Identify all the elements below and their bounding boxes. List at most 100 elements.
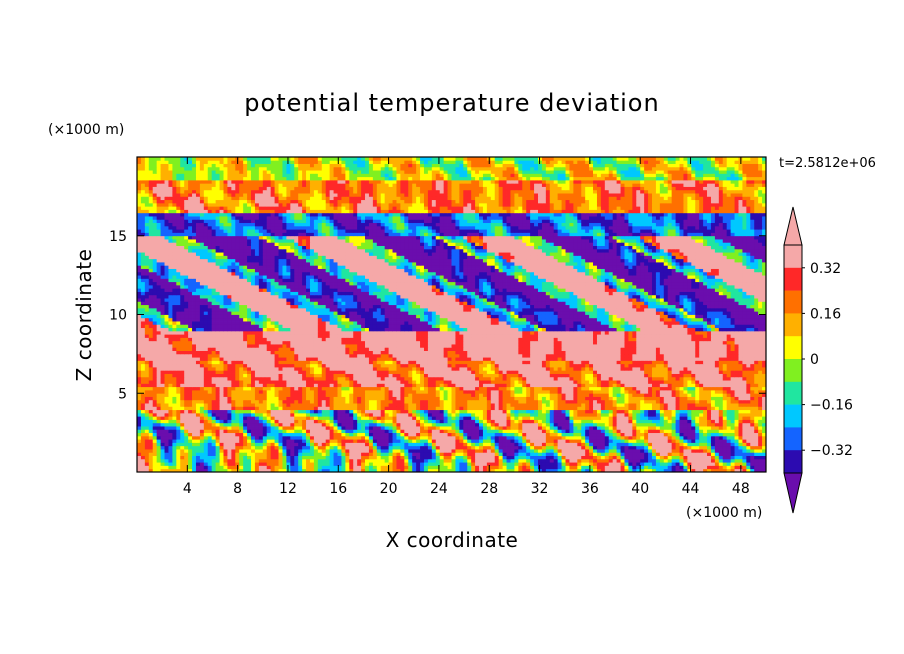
field-cell bbox=[447, 465, 452, 470]
field-cell bbox=[199, 406, 205, 411]
field-cell bbox=[475, 409, 480, 414]
field-cell bbox=[337, 409, 342, 414]
field-cell bbox=[667, 439, 673, 443]
field-cell bbox=[498, 452, 503, 456]
field-cell bbox=[467, 416, 472, 420]
field-cell bbox=[636, 452, 641, 456]
field-cell bbox=[608, 386, 614, 391]
field-cell bbox=[455, 399, 460, 404]
field-cell bbox=[235, 380, 240, 384]
field-cell bbox=[750, 449, 755, 453]
field-cell bbox=[710, 452, 716, 456]
field-cell bbox=[522, 429, 527, 434]
field-cell bbox=[714, 383, 720, 388]
field-cell bbox=[176, 386, 181, 391]
field-cell bbox=[695, 439, 700, 443]
field-cell bbox=[695, 373, 700, 378]
field-cell bbox=[451, 370, 456, 374]
field-cell bbox=[612, 426, 618, 430]
field-cell bbox=[380, 458, 386, 463]
field-cell bbox=[581, 435, 586, 440]
field-cell bbox=[667, 419, 673, 424]
field-cell bbox=[361, 458, 366, 463]
field-cell bbox=[258, 445, 264, 450]
field-cell bbox=[746, 416, 751, 420]
field-cell bbox=[156, 455, 161, 460]
field-cell bbox=[278, 399, 283, 404]
field-cell bbox=[585, 406, 590, 411]
field-cell bbox=[140, 442, 146, 447]
field-cell bbox=[357, 373, 362, 378]
field-cell bbox=[604, 432, 610, 437]
field-cell bbox=[695, 403, 700, 407]
field-cell bbox=[262, 406, 268, 411]
field-cell bbox=[612, 373, 618, 378]
field-cell bbox=[675, 468, 680, 472]
field-cell bbox=[388, 435, 393, 440]
field-cell bbox=[435, 389, 441, 394]
field-cell bbox=[459, 435, 464, 440]
field-cell bbox=[199, 383, 205, 388]
field-cell bbox=[180, 465, 185, 470]
field-cell bbox=[235, 403, 240, 407]
field-cell bbox=[553, 386, 559, 391]
field-cell bbox=[262, 429, 268, 434]
field-cell bbox=[353, 376, 358, 381]
field-cell bbox=[679, 439, 684, 443]
field-cell bbox=[581, 383, 586, 388]
field-cell bbox=[184, 406, 189, 411]
field-cell bbox=[408, 412, 413, 417]
field-cell bbox=[443, 462, 448, 466]
field-cell bbox=[372, 455, 378, 460]
field-cell bbox=[526, 416, 531, 420]
field-cell bbox=[518, 432, 523, 437]
field-cell bbox=[172, 403, 177, 407]
field-cell bbox=[636, 403, 641, 407]
field-cell bbox=[475, 383, 480, 388]
field-cell bbox=[227, 403, 232, 407]
field-cell bbox=[640, 419, 645, 424]
field-cell bbox=[471, 416, 476, 420]
field-cell bbox=[168, 419, 173, 424]
field-cell bbox=[526, 370, 531, 374]
field-cell bbox=[632, 380, 637, 384]
field-cell bbox=[510, 383, 515, 388]
field-cell bbox=[325, 422, 331, 427]
field-cell bbox=[199, 399, 205, 404]
field-cell bbox=[663, 432, 669, 437]
field-cell bbox=[144, 468, 150, 472]
field-cell bbox=[541, 468, 547, 472]
field-cell bbox=[416, 416, 421, 420]
field-cell bbox=[219, 429, 224, 434]
field-cell bbox=[266, 383, 272, 388]
field-cell bbox=[581, 426, 586, 430]
field-cell bbox=[581, 455, 586, 460]
field-cell bbox=[227, 396, 232, 401]
field-cell bbox=[616, 462, 621, 466]
field-cell bbox=[593, 439, 598, 443]
field-cell bbox=[659, 412, 665, 417]
field-cell bbox=[361, 465, 366, 470]
field-cell bbox=[420, 406, 425, 411]
field-cell bbox=[223, 399, 228, 404]
field-cell bbox=[718, 403, 724, 407]
field-cell bbox=[699, 389, 704, 394]
field-cell bbox=[270, 403, 275, 407]
field-cell bbox=[534, 386, 539, 391]
field-cell bbox=[247, 445, 252, 450]
field-cell bbox=[703, 458, 708, 463]
field-cell bbox=[420, 403, 425, 407]
field-cell bbox=[176, 426, 181, 430]
field-cell bbox=[620, 406, 625, 411]
field-cell bbox=[435, 462, 441, 466]
field-cell bbox=[372, 462, 378, 466]
field-cell bbox=[137, 449, 142, 453]
field-cell bbox=[624, 370, 629, 374]
field-cell bbox=[640, 458, 645, 463]
field-cell bbox=[534, 426, 539, 430]
field-cell bbox=[416, 403, 421, 407]
field-cell bbox=[557, 376, 562, 381]
field-cell bbox=[420, 462, 425, 466]
field-cell bbox=[188, 370, 193, 374]
field-cell bbox=[675, 406, 680, 411]
